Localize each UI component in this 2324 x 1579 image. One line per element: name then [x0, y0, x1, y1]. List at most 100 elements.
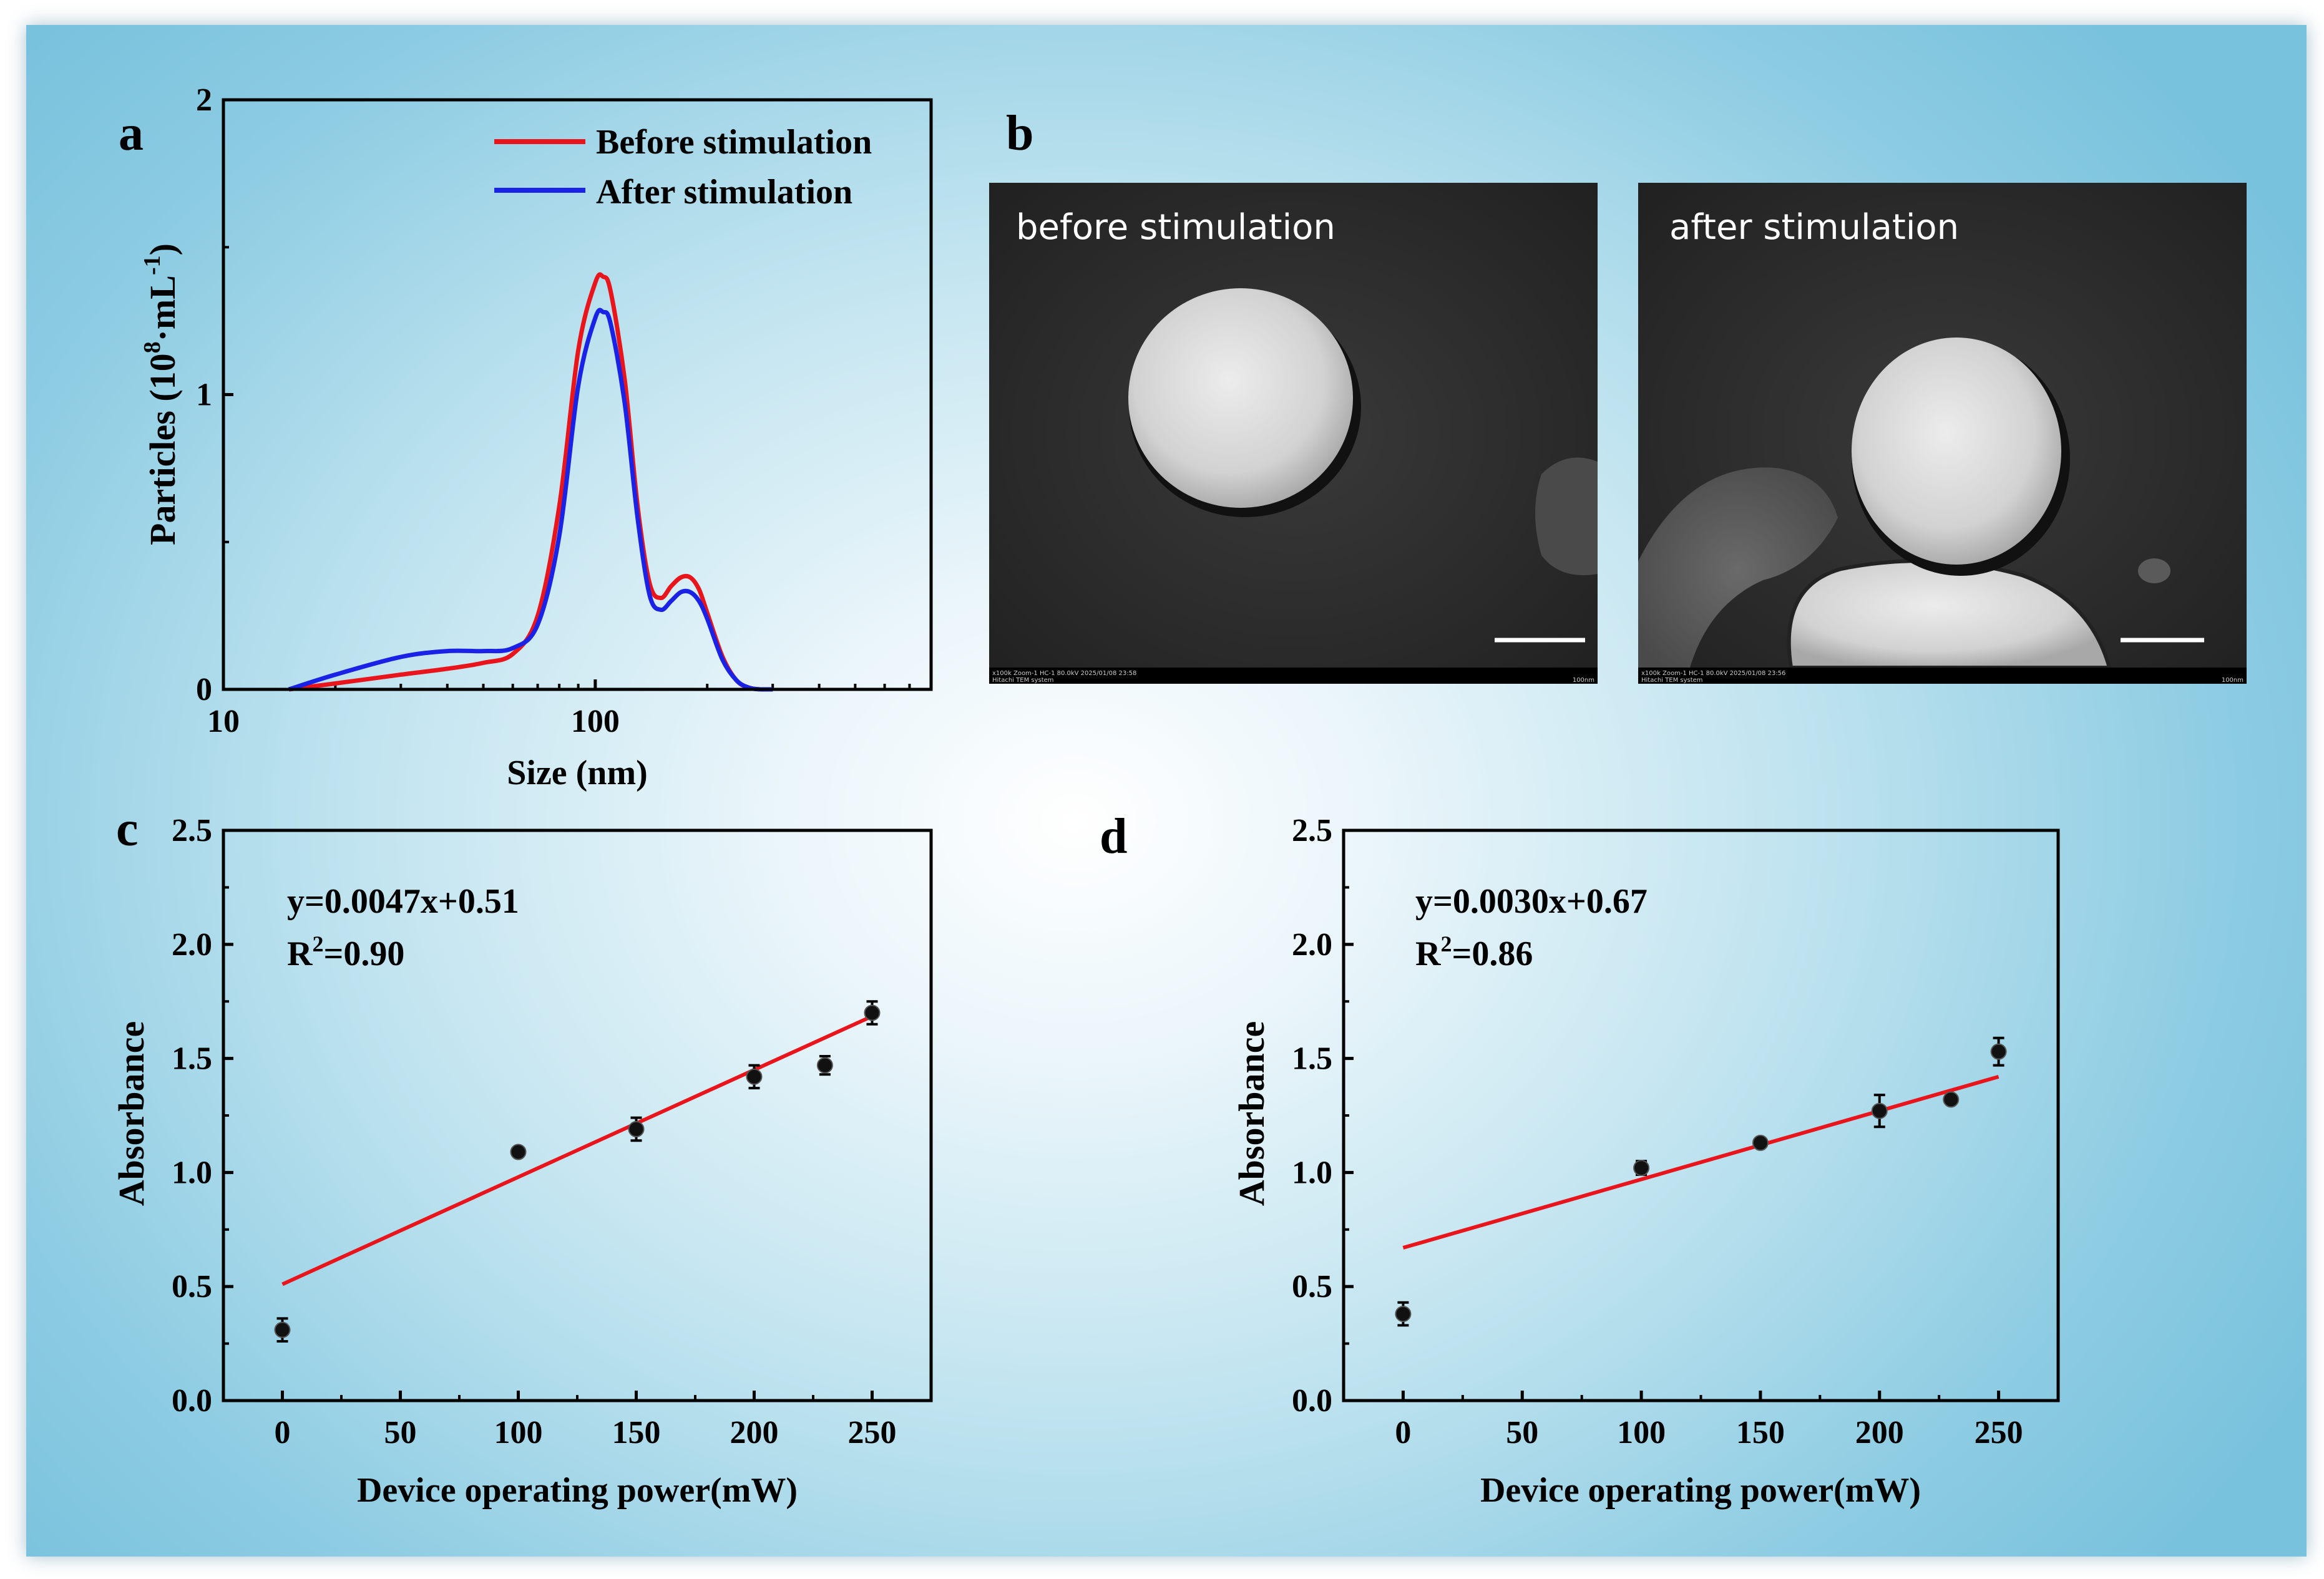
c-xtick-label: 0: [275, 1415, 291, 1450]
tem-after-footer2: Hitachi TEM system: [1641, 677, 1703, 684]
panel-d-xlabel: Device operating power(mW): [1480, 1471, 1921, 1510]
ylabel-end: ): [142, 243, 183, 255]
tem-before-scale-text: 100nm: [1573, 677, 1594, 684]
d-ytick-label: 1.5: [1292, 1041, 1332, 1077]
legend-before-label: Before stimulation: [596, 123, 872, 162]
d-data-point: [1871, 1102, 1888, 1119]
panel-d-series: [1395, 1036, 2007, 1327]
d-data-point: [1395, 1306, 1412, 1323]
a-ytick-label: 2: [196, 82, 212, 118]
tem-before-footer: x100k Zoom-1 HC-1 80.0kV 2025/01/08 23:5…: [992, 670, 1136, 677]
panel-c-series: [274, 1000, 881, 1343]
panel-d: d 0 50 100 150 200 250 0.0 0.5 1.0 1.5 2.0 2.5 y=0.…: [1100, 809, 2060, 1510]
panel-a-ylabel: Particles (108·mL-1): [139, 243, 183, 545]
tem-after-debris-spot: [2138, 558, 2170, 583]
panel-b: b x100k Zoom-1 HC-1 80.0kV 2025/01/08 23…: [989, 106, 2247, 684]
d-data-point: [1990, 1043, 2007, 1060]
c-data-point: [274, 1321, 291, 1338]
d-data-point: [1752, 1134, 1769, 1151]
tem-before-vesicle: [1128, 288, 1353, 508]
panel-c-xlabel: Device operating power(mW): [357, 1471, 798, 1510]
c-data-point: [746, 1068, 763, 1085]
d-xtick-label: 150: [1736, 1415, 1785, 1450]
panel-d-plot-frame: [1342, 828, 2060, 1402]
panel-c-r2-sup: 2: [312, 931, 323, 956]
ylabel-sup2: -1: [139, 255, 165, 275]
c-ytick-label: 2.0: [172, 927, 212, 963]
c-data-point: [628, 1120, 645, 1137]
panel-d-r2-value: =0.86: [1452, 935, 1533, 973]
d-ytick-label: 0.5: [1292, 1269, 1332, 1304]
c-xtick-label: 50: [384, 1415, 417, 1450]
tem-after-label: after stimulation: [1669, 207, 1959, 248]
tem-image-before: x100k Zoom-1 HC-1 80.0kV 2025/01/08 23:5…: [989, 183, 1598, 684]
tem-before-debris: [1535, 457, 1598, 575]
c-xtick-label: 100: [494, 1415, 543, 1450]
panel-c-r2: R2=0.90: [287, 931, 404, 973]
ylabel-main: Particles (10: [142, 353, 183, 545]
panel-d-equation: y=0.0030x+0.67: [1415, 882, 1648, 921]
c-data-point: [864, 1004, 881, 1021]
c-ytick-label: 0.5: [172, 1269, 212, 1304]
panel-c-letter: c: [116, 802, 139, 857]
d-ytick-label: 0.0: [1292, 1383, 1332, 1419]
d-data-point: [1633, 1160, 1650, 1177]
tem-before-footer2: Hitachi TEM system: [992, 677, 1054, 684]
a-ytick-label: 1: [196, 377, 212, 413]
tem-after-vesicle: [1852, 338, 2061, 565]
tem-after-footer-bar: [1638, 668, 2247, 684]
a-xtick-label: 100: [571, 704, 620, 739]
c-data-point: [816, 1057, 833, 1074]
panel-d-letter: d: [1100, 809, 1128, 864]
panel-d-r2: R2=0.86: [1415, 931, 1533, 973]
panel-a-letter: a: [119, 106, 144, 161]
c-ytick-label: 0.0: [172, 1383, 212, 1419]
a-ytick-label: 0: [196, 672, 212, 707]
tem-after-footer: x100k Zoom-1 HC-1 80.0kV 2025/01/08 23:5…: [1641, 670, 1785, 677]
panel-a: a 10 100 0 1 2 Before stimulation After stim…: [119, 82, 933, 792]
c-ytick-label: 1.5: [172, 1041, 212, 1077]
panel-d-r2-prefix: R: [1415, 935, 1441, 973]
panel-c-r2-value: =0.90: [323, 935, 404, 973]
c-data-point: [510, 1144, 527, 1160]
tem-before-label: before stimulation: [1016, 207, 1335, 248]
c-ytick-label: 1.0: [172, 1155, 212, 1190]
legend-after-label: After stimulation: [596, 173, 852, 211]
d-xtick-label: 0: [1395, 1415, 1411, 1450]
panel-a-axes: 10 100 0 1 2: [196, 82, 911, 739]
c-xtick-label: 150: [612, 1415, 661, 1450]
panel-a-legend: Before stimulation After stimulation: [494, 123, 872, 211]
d-ytick-label: 1.0: [1292, 1155, 1332, 1190]
c-ytick-label: 2.5: [172, 813, 212, 848]
d-xtick-label: 50: [1506, 1415, 1538, 1450]
ylabel-sup1: 8: [139, 341, 165, 353]
d-xtick-label: 200: [1855, 1415, 1904, 1450]
tem-after-scale-text: 100nm: [2222, 677, 2243, 684]
tem-after-debris: [1638, 467, 1838, 674]
d-fit-line: [1402, 1074, 1999, 1250]
c-xtick-label: 250: [848, 1415, 897, 1450]
d-xtick-label: 250: [1975, 1415, 2023, 1450]
panel-c-equation: y=0.0047x+0.51: [287, 882, 519, 921]
panel-d-r2-sup: 2: [1440, 931, 1452, 956]
d-ytick-label: 2.0: [1292, 927, 1332, 963]
series-line-before-stimulation: [288, 272, 773, 692]
panel-a-plot-frame: [222, 98, 933, 691]
panel-c-r2-prefix: R: [287, 935, 313, 973]
panel-a-xlabel: Size (nm): [507, 754, 648, 792]
d-data-point: [1943, 1091, 1960, 1108]
panel-c: c 0 50 100 150 200 250 0.0 0.5 1.0 1.5 2.0 2.5 y=0.…: [111, 802, 933, 1510]
d-ytick-label: 2.5: [1292, 813, 1332, 848]
panel-b-letter: b: [1006, 106, 1034, 161]
ylabel-mid: ·mL: [142, 275, 183, 341]
panel-a-series: [288, 272, 773, 692]
panel-c-plot-frame: [222, 828, 933, 1402]
d-xtick-label: 100: [1617, 1415, 1666, 1450]
tem-before-footer-bar: [989, 668, 1598, 684]
panel-d-ylabel: Absorbance: [1231, 1021, 1272, 1206]
panel-c-ylabel: Absorbance: [111, 1021, 152, 1206]
series-line-after-stimulation: [288, 308, 773, 692]
a-xtick-label: 10: [207, 704, 240, 739]
panel-c-axes: 0 50 100 150 200 250 0.0 0.5 1.0 1.5 2.0 2.5: [172, 813, 897, 1450]
